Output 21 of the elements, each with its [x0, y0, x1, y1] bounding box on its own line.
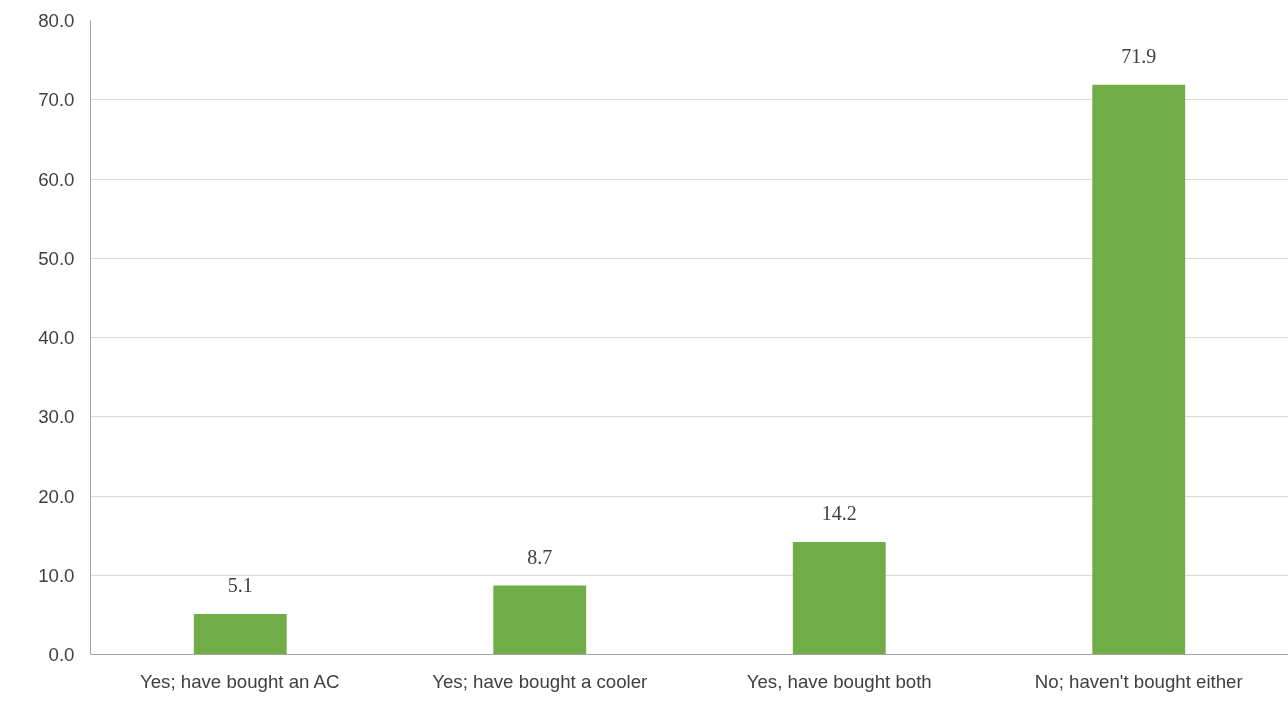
bar: [1092, 84, 1186, 655]
bar: [792, 541, 886, 655]
y-tick-label: 40.0: [38, 327, 75, 348]
data-label: 8.7: [527, 545, 553, 568]
x-tick-label: Yes; have bought an AC: [139, 670, 340, 692]
y-tick-label: 70.0: [38, 89, 75, 111]
y-tick-label: 0.0: [48, 644, 75, 665]
data-label: 5.1: [227, 574, 253, 597]
y-tick-label: 80.0: [38, 10, 75, 31]
x-tick-label: No; haven't bought either: [1034, 670, 1243, 692]
data-label: 71.9: [1121, 44, 1157, 67]
data-label: 14.2: [821, 501, 857, 524]
bar: [193, 614, 287, 655]
x-tick-label: Yes; have bought a cooler: [432, 670, 648, 692]
y-tick-label: 30.0: [38, 406, 75, 428]
y-tick-label: 10.0: [38, 564, 75, 586]
y-tick-label: 60.0: [38, 168, 75, 190]
y-tick-label: 20.0: [38, 485, 75, 507]
bar: [493, 585, 587, 655]
x-tick-label: Yes, have bought both: [746, 670, 932, 692]
y-tick-label: 50.0: [38, 247, 75, 269]
